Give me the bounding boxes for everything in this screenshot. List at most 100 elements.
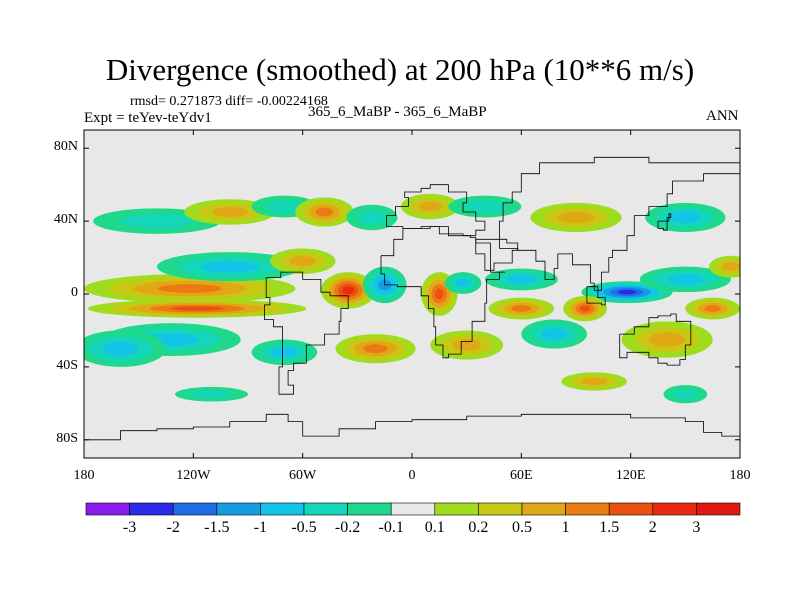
colorbar-swatch: [521, 502, 566, 516]
colorbar-label: 0.5: [512, 519, 532, 536]
colorbar-swatch: [129, 502, 174, 516]
x-tick-label: 60W: [289, 468, 317, 483]
field-band: [649, 332, 686, 347]
field-band: [434, 288, 444, 300]
coastline: [380, 226, 505, 359]
x-tick-label: 120E: [615, 468, 646, 483]
field-band: [669, 211, 702, 224]
field-feature: [84, 330, 166, 367]
field-feature: [561, 372, 628, 391]
x-tick-label: 0: [408, 468, 416, 483]
field-feature: [685, 297, 740, 320]
field-band: [455, 278, 471, 288]
field-feature: [530, 202, 622, 233]
field-feature: [421, 272, 458, 316]
colorbar-label: -1.5: [204, 519, 230, 536]
coastline: [619, 313, 692, 366]
field-feature: [488, 297, 555, 320]
field-feature: [448, 195, 522, 218]
field-band: [617, 289, 637, 295]
field-band: [190, 390, 233, 399]
field-band: [211, 206, 248, 218]
y-tick-label: 80N: [53, 139, 78, 155]
field-band: [102, 341, 139, 356]
colorbar-label: -2: [166, 519, 180, 536]
field-feature: [709, 255, 740, 278]
colorbar-label: 1.5: [599, 519, 620, 536]
colorbar-swatch: [85, 502, 130, 516]
colorbar-swatch: [434, 502, 479, 516]
axis-ticks: [83, 130, 741, 458]
colorbar-swatch: [608, 502, 654, 516]
colorbar-label: 2: [648, 519, 657, 536]
field-feature: [484, 268, 558, 291]
field-band: [418, 201, 442, 212]
case-names: 365_6_MaBP - 365_6_MaBP: [308, 104, 487, 120]
coastline: [386, 184, 486, 237]
stats-line: rmsd= 0.271873 diff= -0.00224168: [130, 94, 328, 109]
field-band: [704, 305, 721, 312]
colorbar-label: 3: [692, 519, 701, 536]
field-feature: [346, 204, 398, 231]
x-tick-label: 180: [729, 468, 751, 483]
field-band: [579, 305, 591, 312]
field-band: [581, 377, 608, 386]
field-band: [363, 344, 388, 354]
colorbar-swatch: [565, 502, 610, 516]
field-feature: [87, 299, 307, 318]
field-band: [511, 305, 532, 312]
chart-title: Divergence (smoothed) at 200 hPa (10**6 …: [105, 52, 695, 87]
field-band: [157, 284, 222, 293]
x-tick-label: 180: [73, 468, 95, 483]
field-feature: [645, 202, 726, 233]
colorbar-swatch: [347, 502, 392, 516]
field-band: [271, 347, 298, 358]
coastline: [657, 213, 672, 231]
x-tick-label: 120W: [176, 468, 211, 483]
field-feature: [84, 273, 296, 304]
field-feature: [444, 272, 482, 295]
field-band: [315, 207, 334, 217]
colorbar-label: -0.1: [378, 519, 404, 536]
colorbar-swatch: [696, 502, 741, 516]
field-feature: [175, 386, 248, 402]
colorbar-swatch: [652, 502, 697, 516]
coastline: [586, 286, 606, 306]
colorbar-swatch: [478, 502, 523, 516]
colorbar-swatch: [216, 502, 261, 516]
colorbar-swatch: [390, 502, 436, 516]
field-band: [170, 306, 224, 311]
field-feature: [581, 281, 673, 304]
field-band: [464, 200, 506, 213]
field-feature: [401, 193, 460, 220]
coastlines: [84, 156, 740, 441]
field-band: [452, 339, 482, 351]
colorbar-label: -1: [253, 519, 268, 536]
y-tick-label: 80S: [56, 430, 78, 446]
field-band: [541, 328, 568, 340]
field-feature: [521, 319, 587, 349]
field-band: [120, 213, 193, 229]
field-band: [667, 274, 704, 285]
divergence-field: [84, 193, 740, 404]
field-band: [357, 210, 387, 225]
coastline: [84, 413, 740, 441]
y-tick-label: 40S: [56, 357, 78, 373]
field-feature: [621, 321, 713, 358]
colorbar: [85, 502, 741, 516]
colorbar-swatch: [303, 502, 348, 516]
field-band: [506, 275, 536, 284]
field-band: [558, 211, 594, 224]
coastline: [263, 271, 349, 395]
experiment-label: Expt = teYev-teYdv1: [84, 110, 212, 126]
y-tick-label: 0: [71, 285, 78, 300]
field-feature: [639, 266, 731, 293]
coastline: [499, 156, 740, 291]
field-feature: [251, 339, 318, 366]
colorbar-label: 0.1: [424, 519, 445, 536]
field-band: [265, 200, 303, 213]
field-feature: [156, 252, 303, 282]
colorbar-swatch: [172, 502, 218, 516]
field-band: [201, 260, 259, 273]
